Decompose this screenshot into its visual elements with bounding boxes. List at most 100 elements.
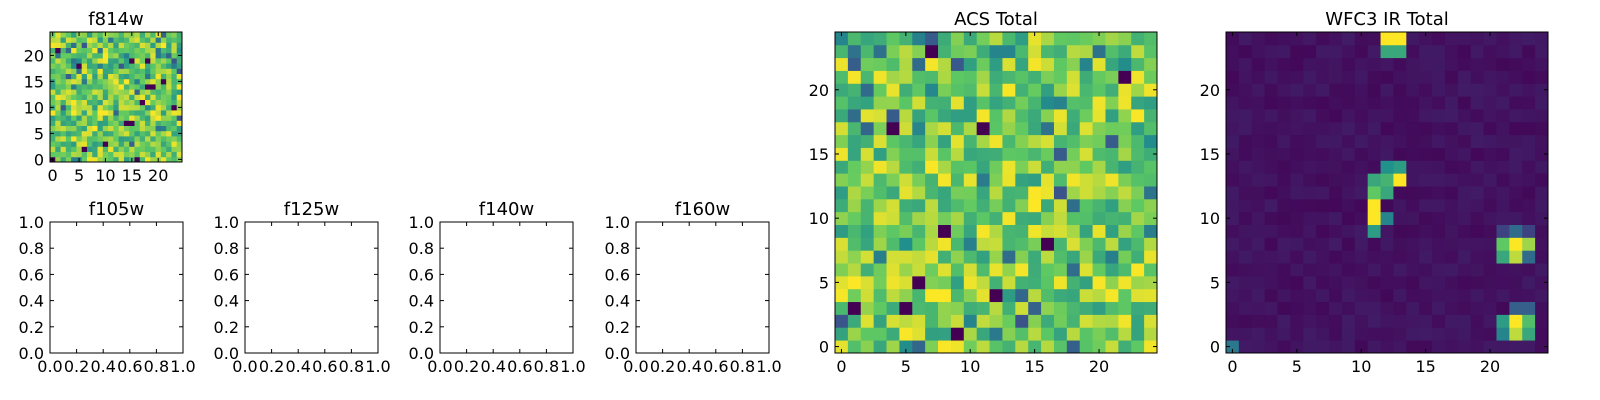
heatmap-cell [60,84,67,90]
heatmap-cell [1066,160,1081,174]
y-tick-label: 0.2 [605,318,630,337]
heatmap-cell [873,237,887,251]
heatmap-cell [1483,134,1497,148]
heatmap-cell [1251,186,1266,200]
heatmap-cell [925,237,939,251]
heatmap-cell [1015,70,1029,84]
heatmap-cell [1105,224,1119,238]
heatmap-cell [97,130,104,137]
heatmap-cell [134,94,141,100]
heatmap-cell [1144,109,1158,123]
heatmap-cell [1483,198,1497,213]
heatmap-cell [1496,314,1510,328]
heatmap-cell [145,136,151,142]
y-tick-label: 15 [1200,145,1220,164]
heatmap-cell [1406,44,1420,59]
heatmap-cell [71,151,77,158]
heatmap-cell [1079,134,1093,148]
heatmap-cell [1496,263,1510,277]
heatmap-cell [1264,57,1278,71]
heatmap-cell [1444,263,1459,277]
heatmap-cell [134,110,141,116]
heatmap-cell [113,156,120,163]
heatmap-cell [1002,44,1016,59]
heatmap-cell [55,84,61,90]
heatmap-cell [118,84,125,90]
heatmap-cell [71,78,77,85]
heatmap-cell [1316,288,1330,303]
heatmap-cell [1251,198,1266,213]
heatmap-cell [55,37,61,43]
heatmap-cell [1238,57,1253,71]
heatmap-cell [134,89,141,95]
heatmap-cell [166,115,172,121]
heatmap-cell [108,84,114,90]
heatmap-cell [1053,57,1068,71]
heatmap-cell [1118,109,1132,123]
heatmap-cell [145,32,151,38]
heatmap-cell [1015,263,1029,277]
heatmap-cell [1066,109,1081,123]
heatmap-cell [1496,186,1510,200]
heatmap-cell [1053,186,1068,200]
heatmap-cell [1015,44,1029,59]
heatmap-cell [1470,314,1484,328]
heatmap-cell [1079,314,1093,328]
heatmap-cell [71,63,77,69]
heatmap-cell [925,211,939,225]
heatmap-cell [1509,211,1523,225]
heatmap-cell [1432,173,1446,187]
heatmap-cell [65,120,72,126]
heatmap-cell [118,94,125,100]
heatmap-cell [860,173,875,187]
y-tick-label: 0.4 [605,292,630,311]
heatmap-cell [1053,340,1068,354]
heatmap-cell [1277,314,1291,328]
heatmap-cell [860,83,875,97]
heatmap-cell [1066,275,1081,290]
heatmap-cell [1419,57,1433,71]
heatmap-cell [847,288,862,303]
heatmap-cell [1329,301,1343,315]
heatmap-cell [76,130,83,137]
heatmap-cell [925,224,939,238]
heatmap-cell [50,141,56,147]
heatmap-cell [1251,32,1266,46]
heatmap-cell [1522,327,1536,341]
heatmap-cell [129,63,135,69]
heatmap-cell [1303,173,1317,187]
heatmap-cell [60,156,67,163]
heatmap-cell [912,275,926,290]
heatmap-cell [963,160,978,174]
heatmap-cell [1522,340,1536,354]
heatmap-cell [1341,263,1356,277]
heatmap-cell [1457,301,1472,315]
heatmap-cell [123,47,130,54]
heatmap-cell [113,99,120,106]
heatmap-cell [71,146,77,152]
heatmap-cell [1226,340,1240,354]
heatmap-cell [1264,173,1278,187]
heatmap-cell [1457,263,1472,277]
x-tick-label: 5 [74,166,84,185]
heatmap-cell [118,89,125,95]
heatmap-cell [71,68,77,74]
heatmap-cell [160,136,167,142]
heatmap-cell [1316,301,1330,315]
heatmap-cell [1522,301,1536,315]
heatmap-cell [134,120,141,126]
heatmap-cell [1238,186,1253,200]
heatmap-cell [1079,160,1093,174]
heatmap-cell [129,52,135,59]
heatmap-cell [1316,224,1330,238]
heatmap-cell [873,211,887,225]
heatmap-cell [1457,70,1472,84]
heatmap-cell [1264,224,1278,238]
heatmap-cell [1329,109,1343,123]
heatmap-cell [113,58,120,64]
heatmap-cell [97,156,104,163]
y-tick-label: 0.6 [409,265,434,284]
heatmap-cell [1419,314,1433,328]
heatmap-cell [912,327,926,341]
heatmap-cell [899,83,913,97]
